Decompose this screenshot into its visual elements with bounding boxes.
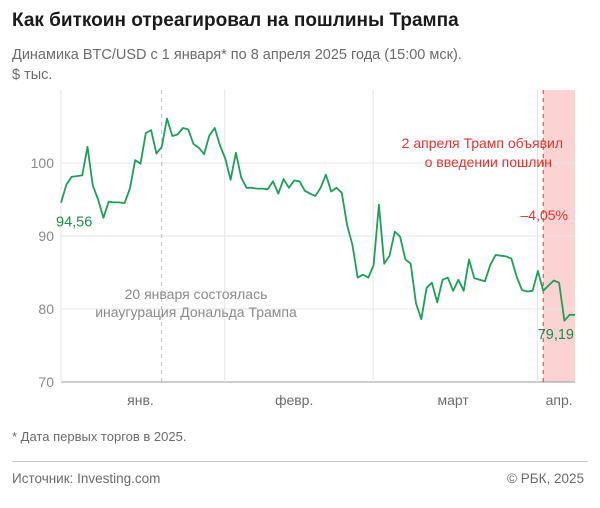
grid-lines bbox=[60, 90, 575, 383]
btc-price-line bbox=[60, 117, 576, 322]
x-tick-label: март bbox=[437, 392, 469, 408]
inauguration-annotation-line-1: 20 января состоялась bbox=[125, 286, 268, 302]
tariff-annotation-line-2: о введении пошлин bbox=[425, 154, 552, 170]
y-tick-label: 70 bbox=[38, 374, 54, 390]
footer-divider bbox=[12, 461, 588, 462]
y-tick-label: 80 bbox=[38, 301, 54, 317]
copyright-label: © РБК, 2025 bbox=[507, 471, 584, 486]
change-percent-label: –4,05% bbox=[521, 207, 568, 223]
y-axis-ticks: 70 80 90 100 bbox=[31, 155, 55, 390]
x-tick-label: февр. bbox=[275, 392, 313, 408]
y-tick-label: 100 bbox=[31, 155, 55, 171]
end-value-label: 79,19 bbox=[538, 327, 574, 343]
source-label: Источник: Investing.com bbox=[12, 471, 161, 486]
inauguration-annotation-line-2: инаугурация Дональда Трампа bbox=[95, 304, 297, 320]
tariff-annotation-line-1: 2 апреля Трамп объявил bbox=[402, 135, 563, 151]
footnote: * Дата первых торгов в 2025. bbox=[12, 429, 187, 444]
chart-title: Как биткоин отреагировал на пошлины Трам… bbox=[12, 10, 459, 31]
chart-subtitle: Динамика BTC/USD с 1 января* по 8 апреля… bbox=[12, 45, 572, 85]
x-axis-ticks: янв. февр. март апр. bbox=[127, 392, 572, 408]
unit-label: $ тыс. bbox=[12, 67, 53, 83]
x-tick-label: апр. bbox=[546, 392, 573, 408]
y-tick-label: 90 bbox=[38, 228, 54, 244]
x-tick-label: янв. bbox=[127, 392, 154, 408]
subtitle-text: Динамика BTC/USD с 1 января* по 8 апреля… bbox=[12, 47, 462, 63]
start-value-label: 94,56 bbox=[56, 215, 92, 231]
